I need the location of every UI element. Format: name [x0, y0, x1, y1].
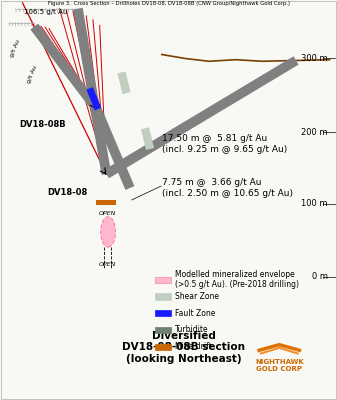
Bar — [96, 200, 117, 205]
Text: Shear Zone: Shear Zone — [175, 292, 219, 301]
Text: g/t Au: g/t Au — [9, 39, 21, 58]
Text: 106.5 g/t Au: 106.5 g/t Au — [24, 10, 67, 16]
Text: Modelled mineralized envelope
(>0.5 g/t Au). (Pre-2018 drilling): Modelled mineralized envelope (>0.5 g/t … — [175, 270, 299, 290]
Text: NIGHTHAWK
GOLD CORP: NIGHTHAWK GOLD CORP — [255, 360, 304, 372]
Bar — [155, 310, 171, 316]
Text: DV18-08: DV18-08 — [48, 188, 88, 197]
Text: OPEN: OPEN — [98, 262, 116, 267]
Text: 0 m: 0 m — [312, 272, 328, 281]
Text: Figure 3.  Cross Section – Drillholes DV18-08, DV18-08B (CNW Group/Nighthawk Gol: Figure 3. Cross Section – Drillholes DV1… — [48, 1, 289, 6]
Bar — [155, 276, 171, 283]
Text: DV18-08B: DV18-08B — [19, 120, 66, 129]
Text: OPEN: OPEN — [98, 211, 116, 216]
Text: Turbidite: Turbidite — [175, 326, 209, 334]
Text: 300 m: 300 m — [301, 54, 328, 63]
Text: 100 m: 100 m — [301, 200, 328, 208]
Text: Diversified
DV18-08-08B section
(looking Northeast): Diversified DV18-08-08B section (looking… — [122, 331, 245, 364]
Text: g/t Au: g/t Au — [26, 65, 38, 84]
Text: 17.50 m @  5.81 g/t Au
(incl. 9.25 m @ 9.65 g/t Au): 17.50 m @ 5.81 g/t Au (incl. 9.25 m @ 9.… — [162, 134, 287, 154]
Text: 7.75 m @  3.66 g/t Au
(incl. 2.50 m @ 10.65 g/t Au): 7.75 m @ 3.66 g/t Au (incl. 2.50 m @ 10.… — [162, 178, 293, 198]
Bar — [155, 293, 171, 300]
Text: Fault Zone: Fault Zone — [175, 309, 216, 318]
Text: Mine drift: Mine drift — [175, 342, 212, 351]
Bar — [155, 327, 171, 333]
Text: 200 m: 200 m — [301, 128, 328, 137]
Ellipse shape — [101, 217, 116, 247]
Bar — [155, 344, 171, 350]
